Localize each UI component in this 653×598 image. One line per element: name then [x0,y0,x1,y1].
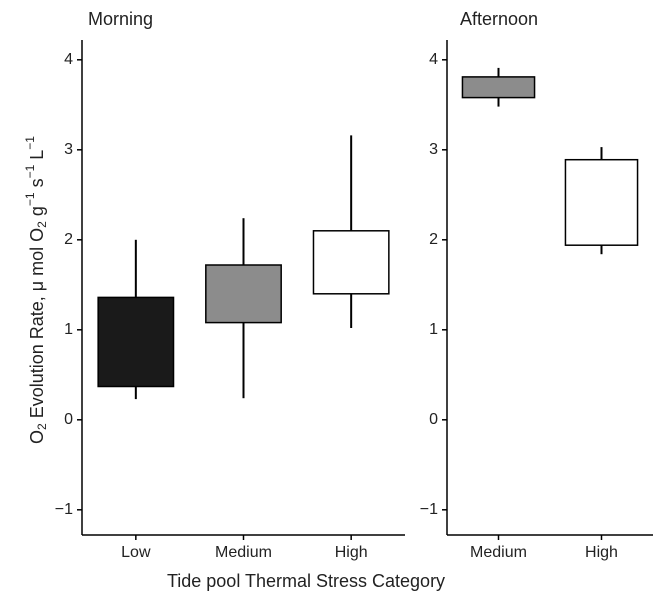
x-tick-label: Medium [470,544,527,561]
y-tick-label: 3 [429,141,438,158]
box [461,76,536,99]
y-tick-label: 0 [64,411,73,428]
y-axis-label-part: −1 [23,136,37,150]
y-tick-label: 3 [64,141,73,158]
x-tick-label: High [335,544,368,561]
y-axis-label: O2 Evolution Rate, μ mol O2 g−1 s−1 L−1 [23,136,49,444]
x-tick-label: Low [121,544,151,561]
y-axis-label-part: O [27,430,47,444]
y-tick-label: 1 [64,321,73,338]
y-axis-label-part: s [27,178,47,192]
panel-title: Afternoon [460,9,538,29]
y-tick-label: 4 [429,51,438,68]
y-axis-label-part: 2 [35,221,49,228]
y-tick-label: 2 [429,231,438,248]
y-axis-label-part: 2 [35,423,49,430]
y-tick-label: 2 [64,231,73,248]
y-axis-label-part: L [27,150,47,165]
box [205,264,282,324]
x-tick-label: High [585,544,618,561]
y-tick-label: 1 [429,321,438,338]
x-axis-label: Tide pool Thermal Stress Category [167,571,445,591]
y-tick-label: 0 [429,411,438,428]
y-axis-label-part: −1 [23,164,37,178]
y-tick-label: 4 [64,51,73,68]
box [97,296,175,388]
x-tick-label: Medium [215,544,272,561]
y-tick-label: −1 [420,501,438,518]
box [312,230,390,295]
y-tick-label: −1 [55,501,73,518]
panel-title: Morning [88,9,153,29]
y-axis-label-part: g [27,206,47,221]
y-axis-label-part: Evolution Rate, μ mol O [27,228,47,423]
box [564,158,639,246]
y-axis-label-part: −1 [23,192,37,206]
